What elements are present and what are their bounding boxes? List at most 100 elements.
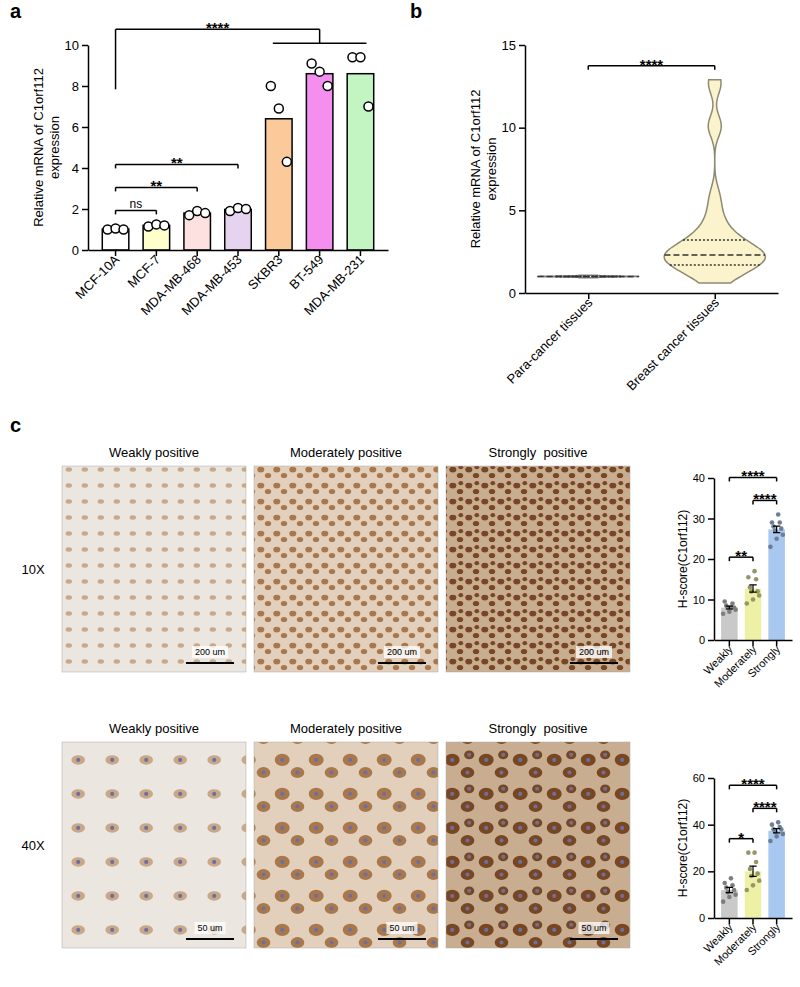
chart-panel: 0204060WeaklyModeratelyStronglyH-score(C… xyxy=(676,772,793,968)
y-tick-label: 15 xyxy=(502,38,516,53)
x-tick-label: MCF-10A xyxy=(72,252,122,302)
data-point xyxy=(771,827,776,832)
x-tick: MDA-MB-453 xyxy=(178,250,244,318)
significance-bracket xyxy=(776,477,778,481)
scale-bar-label: 200 um xyxy=(195,647,225,657)
data-point xyxy=(755,589,760,594)
data-point xyxy=(757,878,762,883)
data-point xyxy=(722,599,727,604)
y-tick: 10 xyxy=(65,38,88,53)
data-point xyxy=(722,881,727,886)
significance-label: **** xyxy=(741,775,765,792)
micrograph-title: Strongly positive xyxy=(489,721,588,736)
y-axis-title-line: expression xyxy=(47,116,62,179)
y-tick-mark xyxy=(708,778,714,780)
significance-label: **** xyxy=(741,467,765,484)
data-point xyxy=(751,597,756,602)
y-tick-label: 0 xyxy=(509,286,516,301)
data-point xyxy=(754,860,759,865)
x-tick: SKBR3 xyxy=(245,250,286,293)
y-axis: 0246810 xyxy=(65,38,89,258)
error-bar xyxy=(773,526,780,532)
y-axis-title-line: H-score(C1orf112) xyxy=(676,799,690,897)
micrograph-image xyxy=(62,742,246,948)
y-tick: 20 xyxy=(693,865,714,877)
data-point xyxy=(364,102,373,111)
bar xyxy=(347,74,374,250)
scale-bar-label: 200 um xyxy=(387,647,417,657)
data-point xyxy=(274,104,283,113)
data-point xyxy=(781,532,786,537)
data-point xyxy=(119,225,128,234)
x-tick-mark xyxy=(588,293,590,299)
significance-bracket xyxy=(752,557,754,561)
scale-bar-backdrop xyxy=(192,646,228,658)
data-point xyxy=(754,577,759,582)
x-tick-label: Strongly xyxy=(745,920,782,957)
y-tick: 4 xyxy=(72,161,88,176)
micrograph-panel: Weakly positive200 umModerately positive… xyxy=(21,445,630,948)
y-tick-mark xyxy=(519,45,525,47)
y-axis-line xyxy=(525,46,527,294)
y-axis: 0204060 xyxy=(693,772,715,924)
y-axis: 010203040 xyxy=(693,472,715,646)
y-tick: 0 xyxy=(509,286,525,301)
y-axis-title: Relative mRNA of C1orf112expression xyxy=(468,90,499,249)
x-tick-mark xyxy=(776,918,778,924)
data-point xyxy=(768,545,773,550)
significance-bracket xyxy=(752,839,754,843)
data-point xyxy=(242,205,251,214)
y-axis-title: H-score(C1orf112) xyxy=(676,510,690,608)
x-tick: Para-cancer tissues xyxy=(504,293,596,387)
significance-bracket xyxy=(237,164,239,168)
data-point xyxy=(755,871,760,876)
x-tick-mark xyxy=(752,918,754,924)
figure: 0246810MCF-10AMCF-7MDA-MB-468MDA-MB-453S… xyxy=(0,0,800,987)
significance-label: **** xyxy=(640,56,664,73)
significance-bracket xyxy=(729,477,731,481)
y-tick-label: 8 xyxy=(72,79,79,94)
data-point xyxy=(774,536,779,541)
significance-bracket xyxy=(115,164,117,168)
y-axis-line xyxy=(88,46,90,251)
data-point xyxy=(266,82,275,91)
significance-bracket xyxy=(319,29,321,43)
plot-area xyxy=(721,512,785,640)
x-tick: Strongly xyxy=(745,918,782,958)
y-tick: 60 xyxy=(693,772,714,784)
y-tick-mark xyxy=(82,209,88,211)
x-tick-label: MDA-MB-453 xyxy=(178,252,244,318)
y-tick-mark xyxy=(708,518,714,520)
significance-bracket xyxy=(776,785,778,789)
x-tick-label: MCF-7 xyxy=(124,252,163,291)
bar xyxy=(745,589,762,640)
x-tick: Strongly xyxy=(745,640,782,680)
scale-bar xyxy=(186,662,234,664)
y-tick-label: 10 xyxy=(502,120,516,135)
bar xyxy=(768,529,785,640)
violin-median xyxy=(538,276,639,278)
y-tick-label: 10 xyxy=(693,594,705,606)
data-point xyxy=(781,832,786,837)
data-point xyxy=(356,53,365,62)
y-tick-mark xyxy=(82,86,88,88)
x-tick: Breast cancer tissues xyxy=(624,293,723,393)
bar xyxy=(768,831,785,918)
y-tick-mark xyxy=(708,918,714,920)
data-point xyxy=(160,221,169,230)
error-bar xyxy=(726,606,733,609)
x-tick-mark xyxy=(776,640,778,646)
data-point xyxy=(732,888,737,893)
violin xyxy=(538,275,639,278)
significance-bracket xyxy=(115,29,117,89)
row-label: 10X xyxy=(21,562,44,577)
error-bar xyxy=(749,866,756,876)
y-axis-title-line: Relative mRNA of C1orf112 xyxy=(468,90,483,249)
y-tick: 2 xyxy=(72,202,88,217)
significance-bracket xyxy=(196,187,198,191)
data-point xyxy=(727,895,732,900)
x-axis: WeaklyModeratelyStrongly xyxy=(701,640,792,690)
bar xyxy=(306,74,333,250)
x-tick: MDA-MB-231 xyxy=(301,250,367,318)
y-axis-title: H-score(C1orf112) xyxy=(676,799,690,897)
